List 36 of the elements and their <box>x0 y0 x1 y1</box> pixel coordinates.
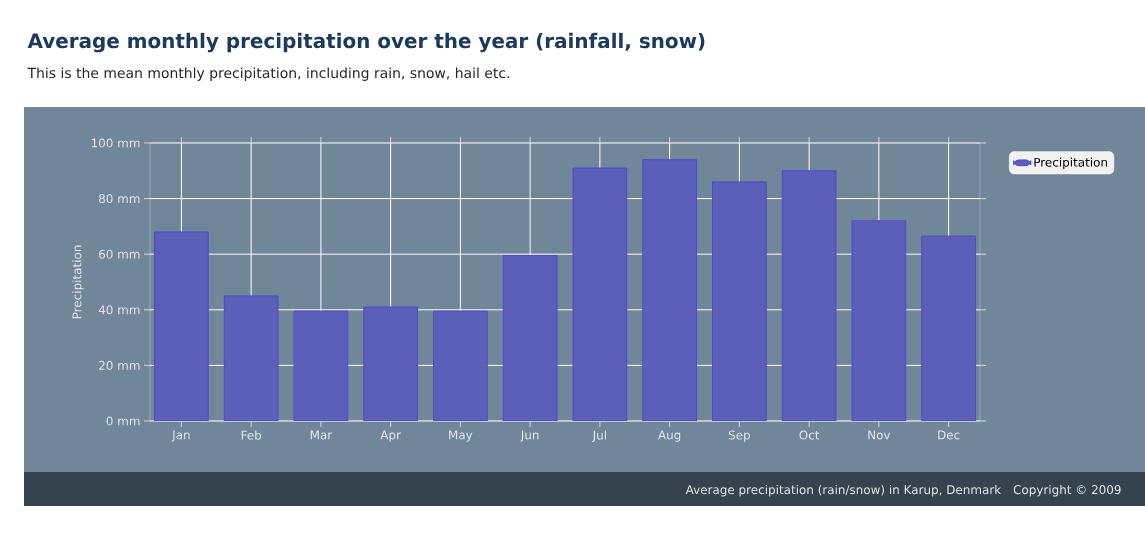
text: Average precipitation (rain/snow) in Karup, Denmark <box>685 484 1002 497</box>
bar <box>712 181 767 421</box>
y-tick-label: 40 mm <box>98 305 140 315</box>
y-tick-label: 80 mm <box>99 194 140 204</box>
x-tick-label: Sep <box>728 430 750 442</box>
bar <box>921 235 976 421</box>
x-tick-label: Jan <box>171 430 190 442</box>
bar <box>433 310 488 421</box>
x-tick-label: Apr <box>380 430 401 442</box>
x-tick-label: Feb <box>241 430 262 440</box>
chart-subtitle: This is the mean monthly precipitation, including rain, snow, hail etc. <box>27 67 509 81</box>
x-tick-label: Nov <box>868 430 891 440</box>
x-tick-label: Jun <box>520 430 539 442</box>
bar <box>851 220 907 421</box>
y-tick-label: 0 mm <box>106 416 140 426</box>
bar <box>572 167 628 421</box>
bar <box>502 255 558 421</box>
chart-title: Average monthly precipitation over the year (rainfall, snow) <box>27 32 705 53</box>
bar <box>223 295 279 421</box>
text: Copyright © 2009 <box>1013 484 1121 497</box>
bar <box>154 231 209 421</box>
y-tick-label: 20 mm <box>99 360 140 370</box>
x-tick-label: Oct <box>799 430 820 440</box>
bar <box>363 306 418 421</box>
x-tick-label: Dec <box>938 430 960 440</box>
y-tick-label: 100 mm <box>91 138 140 148</box>
y-tick-label: 60 mm <box>99 249 140 259</box>
bar <box>781 170 837 421</box>
x-tick-label: May <box>449 430 473 442</box>
x-tick-label: Mar <box>310 430 333 440</box>
bar <box>293 310 349 421</box>
x-tick-label: Jul <box>592 430 606 442</box>
y-axis-title: Precipitation <box>72 245 84 319</box>
x-tick-label: Aug <box>658 430 681 442</box>
bar <box>642 159 697 421</box>
legend-label: Precipitation <box>1034 157 1107 170</box>
